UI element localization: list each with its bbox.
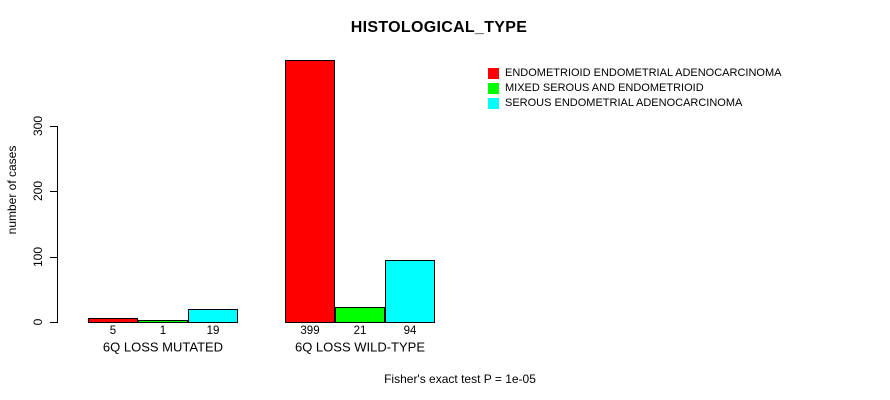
y-axis-tick: [50, 126, 58, 127]
y-tick-label: 200: [31, 181, 45, 202]
y-axis-tick: [50, 256, 58, 258]
y-axis-tick: [50, 322, 58, 323]
bar: [188, 308, 238, 323]
bar-value-label: 1: [159, 325, 167, 337]
y-axis-line: [57, 126, 58, 323]
bar-value-label: 21: [353, 325, 367, 337]
bar: [88, 317, 138, 323]
y-axis-label: number of cases: [5, 145, 19, 235]
bar: [285, 60, 335, 323]
legend-item: MIXED SEROUS AND ENDOMETRIOID: [488, 82, 704, 94]
bar: [335, 307, 385, 323]
y-tick-label: 100: [31, 246, 45, 267]
bar: [385, 259, 435, 323]
legend-item: ENDOMETRIOID ENDOMETRIAL ADENOCARCINOMA: [488, 67, 781, 79]
fisher-test-annotation: Fisher's exact test P = 1e-05: [384, 372, 536, 386]
legend-swatch: [488, 82, 499, 94]
legend-label: ENDOMETRIOID ENDOMETRIAL ADENOCARCINOMA: [505, 66, 782, 79]
bar-value-label: 5: [109, 325, 117, 337]
legend-label: SEROUS ENDOMETRIAL ADENOCARCINOMA: [505, 96, 743, 109]
legend-swatch: [488, 97, 499, 109]
legend-label: MIXED SEROUS AND ENDOMETRIOID: [505, 81, 704, 94]
y-tick-label: 300: [31, 115, 45, 137]
bar: [138, 320, 188, 323]
bar-value-label: 399: [300, 325, 320, 337]
chart-title: HISTOLOGICAL_TYPE: [350, 19, 528, 36]
y-tick-label: 0: [31, 318, 45, 326]
category-label: 6Q LOSS MUTATED: [102, 339, 224, 355]
category-label: 6Q LOSS WILD-TYPE: [294, 339, 426, 355]
legend-item: SEROUS ENDOMETRIAL ADENOCARCINOMA: [488, 97, 742, 109]
y-axis-tick: [50, 191, 58, 193]
bar-value-label: 94: [403, 325, 417, 337]
legend-swatch: [488, 67, 499, 79]
bar-value-label: 19: [206, 325, 220, 337]
